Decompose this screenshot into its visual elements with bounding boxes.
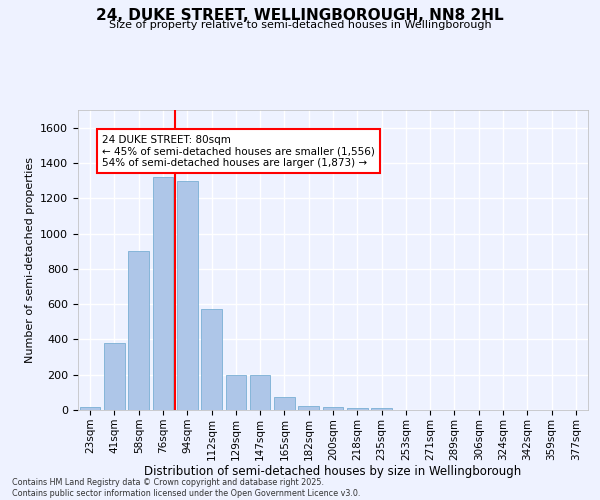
Bar (298, 406, 319, 410)
Bar (152, 177, 173, 410)
Text: Distribution of semi-detached houses by size in Wellingborough: Distribution of semi-detached houses by … (145, 464, 521, 477)
Y-axis label: Number of semi-detached properties: Number of semi-detached properties (25, 157, 35, 363)
Bar (104, 343, 125, 410)
Bar (80, 407, 100, 410)
Bar (177, 180, 197, 410)
Bar (347, 408, 368, 410)
Bar (128, 251, 149, 410)
Bar (371, 408, 392, 410)
Text: Contains HM Land Registry data © Crown copyright and database right 2025.
Contai: Contains HM Land Registry data © Crown c… (12, 478, 361, 498)
Text: 24 DUKE STREET: 80sqm
← 45% of semi-detached houses are smaller (1,556)
54% of s: 24 DUKE STREET: 80sqm ← 45% of semi-deta… (102, 134, 375, 168)
Bar (274, 397, 295, 410)
Bar (250, 374, 271, 410)
Text: Size of property relative to semi-detached houses in Wellingborough: Size of property relative to semi-detach… (109, 20, 491, 30)
Bar (201, 310, 222, 410)
Bar (323, 408, 343, 410)
Text: 24, DUKE STREET, WELLINGBOROUGH, NN8 2HL: 24, DUKE STREET, WELLINGBOROUGH, NN8 2HL (96, 8, 504, 22)
Bar (226, 374, 246, 410)
